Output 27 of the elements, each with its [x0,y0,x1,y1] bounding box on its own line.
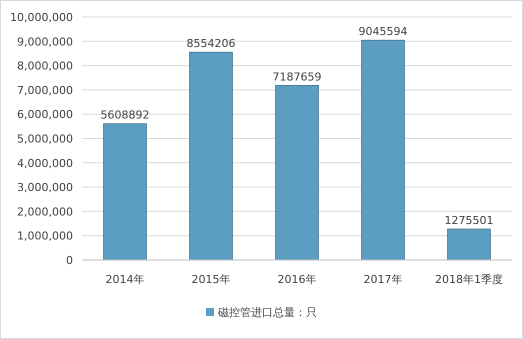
data-label: 7187659 [272,70,322,84]
y-tick-label: 10,000,000 [10,11,73,24]
y-tick-label: 8,000,000 [17,60,73,73]
bar [103,123,147,260]
y-tick-label: 1,000,000 [17,230,73,243]
x-tick-label: 2016年 [278,273,316,286]
bar [361,40,405,260]
x-tick-label: 2014年 [106,273,144,286]
y-tick-label: 5,000,000 [17,132,73,146]
y-tick-label: 2,000,000 [17,205,73,218]
bar [275,84,319,260]
x-tick-label: 2017年 [364,273,402,286]
y-tick-label: 6,000,000 [17,108,73,122]
legend: 磁控管进口总量：只 [206,306,317,319]
data-label: 8554206 [186,37,236,50]
y-tick-label: 9,000,000 [17,35,73,48]
x-tick-label: 2018年1季度 [435,273,503,286]
bar [189,52,233,260]
bar [447,228,491,260]
y-tick-label: 0 [66,254,73,267]
x-tick-label: 2015年 [192,273,230,286]
y-tick-label: 4,000,000 [17,156,73,170]
y-tick-label: 7,000,000 [17,84,73,97]
data-label: 5608892 [100,108,150,122]
y-tick-label: 3,000,000 [17,181,73,194]
data-label: 1275501 [444,214,494,228]
data-label: 9045594 [358,25,408,38]
